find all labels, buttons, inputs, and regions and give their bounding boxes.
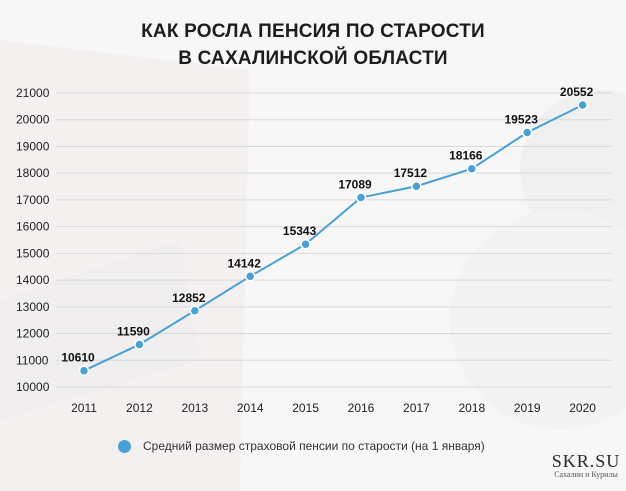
data-point: [577, 99, 588, 111]
data-point: [355, 192, 367, 203]
data-label: 10610: [61, 351, 95, 365]
data-label: 20552: [560, 85, 594, 99]
data-point: [466, 163, 478, 174]
x-tick-label: 2011: [71, 401, 97, 415]
x-tick-label: 2018: [458, 401, 485, 415]
y-tick-label: 17000: [16, 193, 50, 207]
y-tick-label: 12000: [16, 327, 50, 341]
data-point: [521, 127, 533, 138]
logo-main-text: SKR.SU: [551, 451, 621, 471]
y-tick-label: 18000: [16, 166, 50, 180]
data-point: [78, 365, 90, 376]
chart-title: КАК РОСЛА ПЕНСИЯ ПО СТАРОСТИ В САХАЛИНСК…: [0, 18, 626, 72]
legend: Средний размер страховой пенсии по старо…: [118, 436, 485, 456]
grid-lines: [56, 92, 612, 388]
x-tick-label: 2017: [403, 401, 430, 415]
data-label: 17089: [338, 178, 372, 192]
legend-marker: [118, 439, 131, 453]
data-label: 11590: [117, 325, 150, 339]
data-point: [134, 339, 145, 350]
data-label: 14142: [228, 256, 262, 270]
y-tick-label: 21000: [16, 86, 50, 100]
data-label: 12852: [172, 291, 206, 305]
data-labels: 10610 11590 12852 14142 15343 17089 17512 18166…: [61, 85, 593, 365]
data-label: 18166: [449, 149, 483, 163]
data-point: [300, 238, 311, 250]
y-tick-label: 19000: [16, 139, 50, 153]
chart-title-line2: В САХАЛИНСКОЙ ОБЛАСТИ: [178, 48, 448, 69]
x-tick-label: 2012: [126, 401, 153, 415]
data-points: [78, 99, 588, 376]
y-tick-label: 15000: [16, 246, 50, 260]
chart-title-line1: КАК РОСЛА ПЕНСИЯ ПО СТАРОСТИ: [141, 21, 485, 42]
x-tick-label: 2020: [569, 401, 596, 415]
data-point: [411, 180, 422, 192]
data-label: 19523: [505, 112, 539, 126]
data-label: 15343: [283, 224, 317, 238]
x-tick-label: 2014: [237, 401, 264, 415]
logo: SKR.SU Сахалин и Курилы: [548, 452, 624, 480]
y-tick-label: 16000: [16, 220, 50, 234]
y-tick-label: 11000: [16, 353, 49, 367]
data-label: 17512: [394, 166, 428, 180]
y-tick-label: 10000: [16, 380, 50, 394]
x-tick-label: 2016: [348, 401, 375, 415]
y-tick-label: 14000: [16, 273, 50, 287]
x-tick-label: 2019: [514, 401, 541, 415]
y-tick-label: 13000: [16, 300, 50, 314]
x-tick-label: 2015: [292, 401, 319, 415]
legend-label: Средний размер страховой пенсии по старо…: [143, 439, 485, 453]
data-point: [244, 271, 256, 282]
logo-sub-text: Сахалин и Курилы: [554, 470, 618, 479]
data-point: [189, 305, 201, 317]
x-tick-label: 2013: [181, 401, 208, 415]
y-tick-label: 20000: [16, 113, 50, 127]
x-axis-ticks: 2011 2012 2013 2014 2015 2016 2017 2018 2019 2020: [71, 401, 596, 415]
series-line: [83, 104, 584, 372]
y-axis-ticks: 10000 11000 12000 13000 14000 15000 16000 17000…: [16, 86, 50, 394]
